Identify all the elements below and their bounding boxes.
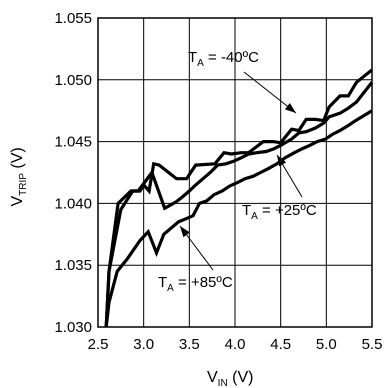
series-line-2 xyxy=(104,109,373,328)
x-tick-label: 2.5 xyxy=(88,336,109,353)
y-tick-label: 1.030 xyxy=(54,319,92,336)
series-label-2: TA = +85ºC xyxy=(158,274,233,294)
y-tick-label: 1.055 xyxy=(54,10,92,27)
y-tick-label: 1.040 xyxy=(54,195,92,212)
series-lines xyxy=(104,68,374,328)
x-tick-label: 5.0 xyxy=(316,336,337,353)
x-tick-label: 3.0 xyxy=(133,336,154,353)
annotation-arrowhead xyxy=(277,155,287,167)
series-annotations: TA = -40ºC TA = +25ºC TA = +85ºC xyxy=(158,49,317,294)
series-line-1 xyxy=(104,81,374,328)
series-label-1: TA = +25ºC xyxy=(242,202,317,222)
y-tick-labels: 1.030 1.035 1.040 1.045 1.050 1.055 xyxy=(54,10,92,336)
y-tick-label: 1.045 xyxy=(54,134,92,151)
plot-area-frame xyxy=(97,17,373,328)
series-line-0 xyxy=(104,68,373,328)
x-tick-label: 3.5 xyxy=(179,336,200,353)
y-tick-label: 1.035 xyxy=(54,257,92,274)
x-tick-label: 4.5 xyxy=(270,336,291,353)
x-axis-title: VIN (V) xyxy=(207,369,253,388)
x-tick-labels: 2.5 3.0 3.5 4.0 4.5 5.0 5.5 xyxy=(88,336,383,353)
annotation-arrowhead xyxy=(284,103,296,113)
annotation-arrow-line xyxy=(243,71,297,114)
y-tick-label: 1.050 xyxy=(54,72,92,89)
series-label-0: TA = -40ºC xyxy=(188,49,259,69)
annotation-arrowhead xyxy=(180,226,190,238)
x-tick-label: 4.0 xyxy=(225,336,246,353)
x-tick-label: 5.5 xyxy=(362,336,383,353)
y-axis-title: VTRIP (V) xyxy=(9,147,29,206)
